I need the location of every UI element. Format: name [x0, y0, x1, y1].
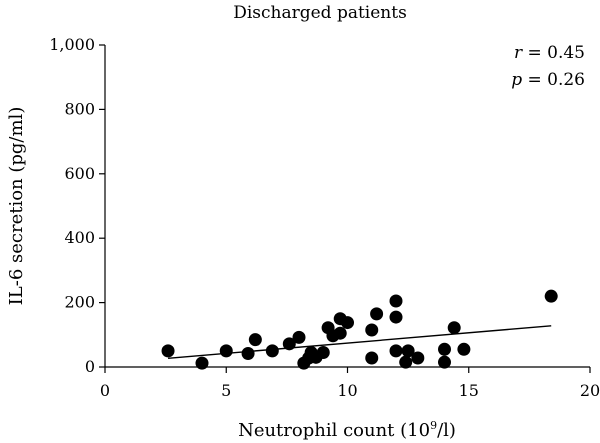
r-value: = 0.45: [522, 43, 585, 63]
data-point: [248, 333, 262, 347]
x-ticks: 0 5 10 15 20: [100, 367, 600, 400]
y-tick-label: 1,000: [49, 35, 95, 54]
plot-area: [161, 289, 558, 370]
x-axis-label-sup: 9: [430, 419, 437, 432]
data-point: [365, 351, 379, 365]
y-tick-label: 0: [85, 357, 95, 376]
statistics: r = 0.45 p = 0.26: [511, 43, 585, 90]
data-point: [365, 323, 379, 337]
data-point: [447, 321, 461, 335]
data-point: [333, 326, 347, 340]
y-axis-label: IL-6 secretion (pg/ml): [6, 107, 27, 306]
data-point: [219, 344, 233, 358]
data-point: [195, 356, 209, 370]
data-point: [341, 316, 354, 330]
data-point: [370, 307, 384, 321]
y-axis: 0 200 400 600 800 1,000: [49, 35, 106, 376]
x-axis-label-main: Neutrophil count (10: [238, 420, 430, 441]
data-point: [411, 351, 425, 365]
data-point: [241, 346, 255, 360]
y-ticks: 0 200 400 600 800 1,000: [49, 35, 105, 376]
r-statistic: r = 0.45: [514, 43, 585, 63]
data-point: [438, 355, 451, 369]
p-statistic: p = 0.26: [511, 70, 585, 90]
x-tick-label: 10: [337, 381, 357, 400]
chart-title: Discharged patients: [233, 3, 407, 23]
x-tick-label: 15: [459, 381, 479, 400]
data-point: [438, 342, 451, 356]
x-tick-label: 5: [221, 381, 231, 400]
data-point: [389, 310, 403, 324]
x-axis: 0 5 10 15 20: [100, 366, 600, 400]
y-tick-label: 800: [64, 99, 95, 118]
p-value: = 0.26: [522, 70, 585, 90]
data-point: [292, 330, 306, 344]
r-symbol: r: [514, 43, 523, 63]
x-tick-label: 0: [100, 381, 110, 400]
data-point: [457, 342, 471, 356]
data-point: [389, 294, 403, 308]
y-tick-label: 600: [64, 164, 95, 183]
data-point: [161, 344, 175, 358]
data-point: [401, 344, 415, 358]
data-point: [399, 355, 413, 369]
data-point: [316, 346, 330, 360]
data-points: [161, 289, 558, 370]
data-point: [389, 344, 403, 358]
p-symbol: p: [511, 70, 522, 90]
data-point: [282, 337, 296, 351]
x-axis-label: Neutrophil count (109/l): [238, 419, 456, 441]
y-tick-label: 200: [64, 293, 95, 312]
x-tick-label: 20: [580, 381, 600, 400]
data-point: [544, 289, 558, 303]
y-tick-label: 400: [64, 228, 95, 247]
data-point: [265, 344, 279, 358]
x-axis-label-tail: /l): [437, 420, 456, 441]
